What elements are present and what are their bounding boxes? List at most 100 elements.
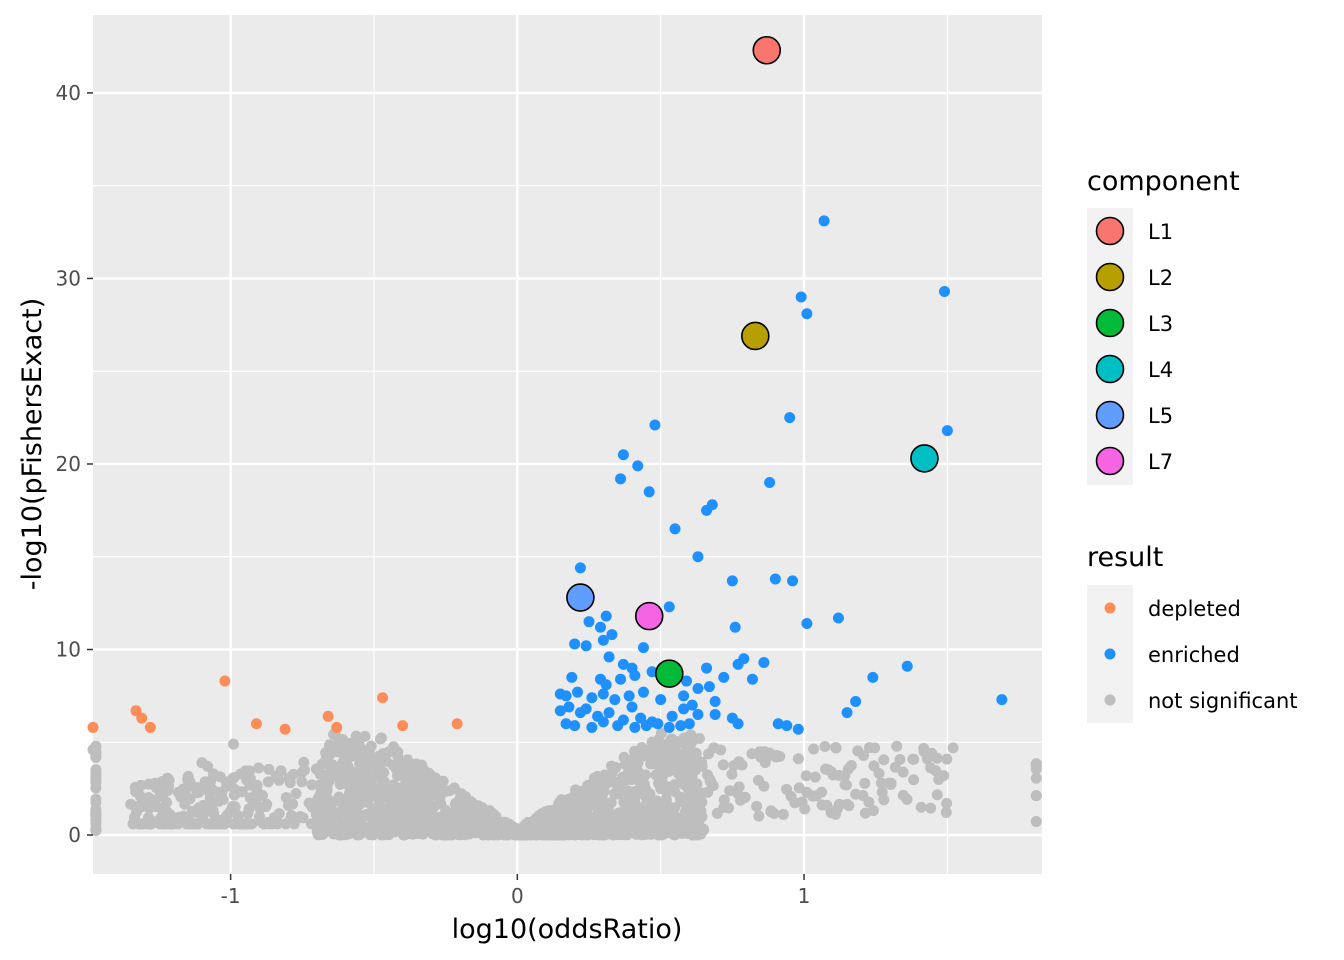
depleted-point	[451, 718, 463, 730]
not-significant-point	[717, 759, 729, 771]
component-legend-key	[1095, 446, 1125, 476]
not-significant-point	[325, 742, 337, 754]
not-significant-point	[221, 780, 233, 792]
not-significant-point	[940, 806, 952, 818]
enriched-point	[629, 669, 641, 681]
not-significant-point	[575, 785, 587, 797]
not-significant-point	[543, 807, 555, 819]
not-significant-point	[392, 808, 404, 820]
enriched-point	[732, 718, 744, 730]
enriched-point	[683, 718, 695, 730]
not-significant-point	[394, 817, 406, 829]
enriched-point	[646, 666, 658, 678]
enriched-point	[566, 671, 578, 683]
minor-gridlines	[93, 15, 1042, 874]
not-significant-point	[361, 809, 373, 821]
depleted-point	[219, 675, 231, 687]
not-significant-point	[685, 794, 697, 806]
not-significant-point	[1030, 772, 1042, 784]
not-significant-point	[296, 766, 308, 778]
depleted-point	[322, 710, 334, 722]
not-significant-point	[487, 808, 499, 820]
component-point-l4	[910, 444, 939, 473]
enriched-point	[701, 504, 713, 516]
not-significant-point	[353, 825, 365, 837]
not-significant-point	[1030, 790, 1042, 802]
enriched-point	[609, 694, 621, 706]
not-significant-point	[941, 753, 953, 765]
enriched-point	[643, 486, 655, 498]
not-significant-point	[704, 775, 716, 787]
not-significant-point	[908, 774, 920, 786]
not-significant-point	[400, 787, 412, 799]
not-significant-point	[623, 788, 635, 800]
component-legend: component L1 L2 L3 L4 L5 L7	[1087, 166, 1240, 485]
not-significant-point	[232, 810, 244, 822]
enriched-point	[597, 716, 609, 728]
enriched-point	[850, 695, 862, 707]
not-significant-point	[588, 829, 600, 841]
enriched-point	[623, 690, 635, 702]
not-significant-point	[87, 744, 99, 756]
y-tick-label: 30	[56, 266, 81, 290]
enriched-point	[603, 651, 615, 663]
enriched-point	[758, 656, 770, 668]
component-legend-label: L2	[1148, 266, 1173, 290]
not-significant-point	[412, 784, 424, 796]
not-significant-point	[90, 768, 102, 780]
result-legend-key	[1104, 648, 1116, 660]
not-significant-point	[352, 811, 364, 823]
component-legend-label: L7	[1148, 450, 1173, 474]
not-significant-point	[90, 803, 102, 815]
enriched-point	[640, 720, 652, 732]
not-significant-point	[306, 779, 318, 791]
not-significant-point	[325, 764, 337, 776]
not-significant-point	[335, 807, 347, 819]
x-axis: -1 0 1	[221, 874, 810, 908]
not-significant-point	[374, 733, 386, 745]
not-significant-point	[229, 801, 241, 813]
not-significant-point	[921, 753, 933, 765]
component-point-l5	[566, 583, 595, 612]
enriched-point	[635, 712, 647, 724]
not-significant-point	[751, 800, 763, 812]
not-significant-point	[558, 795, 570, 807]
not-significant-point	[792, 753, 804, 765]
not-significant-point	[819, 740, 831, 752]
y-tick-label: 0	[68, 823, 81, 847]
not-significant-point	[186, 805, 198, 817]
not-significant-point	[353, 739, 365, 751]
not-significant-point	[359, 730, 371, 742]
not-significant-point	[236, 818, 248, 830]
enriched-point	[939, 285, 951, 297]
not-significant-point	[533, 810, 545, 822]
not-significant-point	[401, 778, 413, 790]
not-significant-point	[685, 751, 697, 763]
result-legend-label: enriched	[1148, 643, 1240, 667]
not-significant-point	[350, 730, 362, 742]
not-significant-point	[891, 740, 903, 752]
enriched-point	[617, 449, 629, 461]
enriched-point	[597, 688, 609, 700]
not-significant-point	[90, 825, 102, 837]
enriched-point	[663, 721, 675, 733]
not-significant-point	[533, 828, 545, 840]
not-significant-point	[268, 812, 280, 824]
enriched-point	[583, 616, 595, 628]
component-legend-key-background	[1087, 208, 1133, 485]
enriched-point	[655, 694, 667, 706]
not-significant-point	[868, 760, 880, 772]
enriched-point	[563, 701, 575, 713]
not-significant-point	[312, 828, 324, 840]
not-significant-point	[452, 800, 464, 812]
enriched-point	[675, 720, 687, 732]
not-significant-point	[875, 777, 887, 789]
not-significant-point	[412, 823, 424, 835]
not-significant-point	[825, 766, 837, 778]
not-significant-point	[314, 768, 326, 780]
depleted-point	[144, 721, 156, 733]
not-significant-point	[758, 780, 770, 792]
not-significant-point	[388, 741, 400, 753]
component-legend-label: L1	[1148, 220, 1173, 244]
not-significant-point	[402, 754, 414, 766]
